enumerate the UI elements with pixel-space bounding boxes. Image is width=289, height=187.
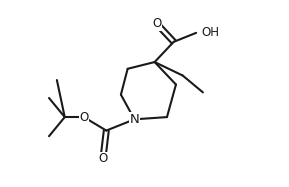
- Text: OH: OH: [202, 26, 220, 39]
- Text: N: N: [129, 113, 139, 126]
- Text: O: O: [79, 111, 88, 124]
- Text: O: O: [98, 152, 108, 165]
- Text: O: O: [152, 17, 162, 30]
